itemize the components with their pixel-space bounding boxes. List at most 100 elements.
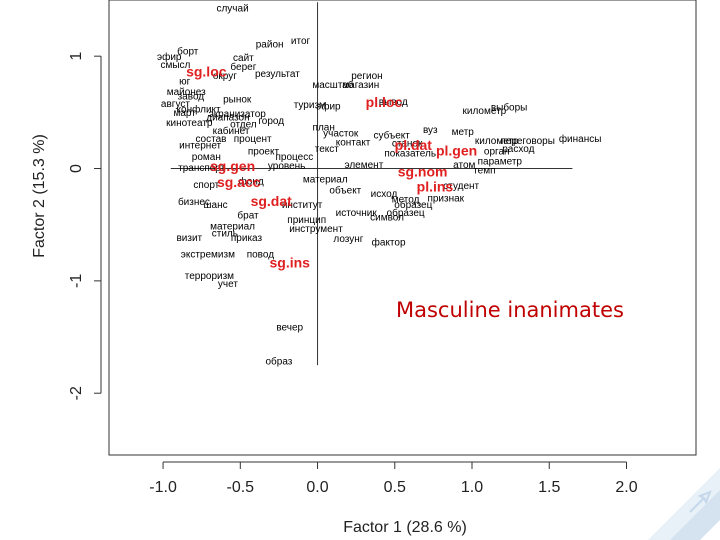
lexeme-point-label: образец xyxy=(394,199,432,211)
y-axis: -2 -1 0 1 xyxy=(68,52,102,400)
lexeme-point-label: процент xyxy=(234,134,272,145)
x-tick-label: 0.0 xyxy=(306,479,328,496)
lexeme-point-label: берег xyxy=(230,61,256,73)
lexeme-point-label: учет xyxy=(218,279,238,290)
lexeme-point-label: завод xyxy=(178,91,205,102)
lexeme-point-label: символ xyxy=(370,213,404,224)
lexeme-point-label: результат xyxy=(255,69,300,80)
lexeme-point-label: текст xyxy=(315,144,340,155)
lexeme-point-label: расход xyxy=(502,144,534,155)
lexeme-point-label: инструмент xyxy=(289,224,343,235)
x-tick-label: 1.5 xyxy=(538,479,560,496)
lexeme-point-label: объект xyxy=(329,185,361,197)
lexeme-point-label: кабинет xyxy=(213,125,250,137)
lexeme-point-label: субъект xyxy=(373,130,410,142)
lexeme-point-label: атом xyxy=(453,160,475,171)
lexeme-point-label: март xyxy=(174,108,197,119)
lexeme-point-label: лозунг xyxy=(333,234,363,245)
lexeme-point-label: элемент xyxy=(344,160,383,171)
lexeme-point-label: экстремизм xyxy=(181,250,235,261)
lexeme-point-label: фонд xyxy=(239,176,264,188)
lexeme-point-label: город xyxy=(258,116,284,127)
lexeme-point-label: вуз xyxy=(423,125,438,136)
lexeme-point-label: участок xyxy=(323,128,359,139)
lexeme-point-label: масштаб xyxy=(312,79,353,91)
lexeme-point-label: стиль xyxy=(212,228,238,239)
lexeme-point-label: метр xyxy=(452,127,475,138)
case-form-point-label: pl.loc xyxy=(366,94,403,110)
y-axis-title: Factor 2 (15.3 %) xyxy=(31,134,48,258)
lexeme-point-label: экранизатор xyxy=(209,109,267,120)
y-tick-label: 0 xyxy=(68,164,85,173)
x-tick-label: -0.5 xyxy=(227,479,255,496)
lexeme-point-label: юг xyxy=(179,77,191,88)
slide-corner-arrows-decoration xyxy=(648,468,720,540)
lexeme-point-label: повод xyxy=(247,250,275,261)
lexeme-point-label: проект xyxy=(248,146,280,157)
callout-masculine-inanimates: Masculine inanimates xyxy=(396,298,624,322)
lexeme-point-label: туризм xyxy=(294,100,326,111)
lexeme-point-label: материал xyxy=(303,174,348,185)
lexeme-point-label: процесс xyxy=(276,152,314,163)
case-form-point-label: sg.ins xyxy=(269,255,310,271)
lexeme-point-label: район xyxy=(256,40,284,51)
lexeme-point-label: вечер xyxy=(276,323,303,334)
lexeme-point-label: роман xyxy=(192,152,221,163)
lexeme-point-label: километр xyxy=(475,136,519,147)
lexeme-point-label: магазин xyxy=(342,80,379,91)
lexeme-point-label: визит xyxy=(176,233,202,244)
lexeme-point-label: отдел xyxy=(230,119,257,130)
lexeme-point-label: август xyxy=(161,99,190,110)
lexeme-point-label: темп xyxy=(473,165,495,176)
lexeme-point-label: интернет xyxy=(179,141,221,152)
lexeme-point-label: институт xyxy=(282,200,323,211)
lexeme-point-label: эфир xyxy=(316,100,341,112)
lexeme-point-label: фактор xyxy=(372,236,406,248)
lexeme-point-label: транспорт xyxy=(178,163,226,174)
lexeme-point-label: итог xyxy=(291,36,311,47)
lexeme-point-label: материал xyxy=(210,222,255,233)
lexeme-point-label: выборы xyxy=(491,101,528,113)
lexeme-point-label: кинотеатр xyxy=(166,118,213,129)
lexeme-point-label: параметр xyxy=(478,156,523,167)
x-tick-label: -1.0 xyxy=(149,479,177,496)
lexeme-point-label: случай xyxy=(216,4,248,15)
lexeme-point-label: исход xyxy=(371,189,398,200)
lexeme-point-label: переговоры xyxy=(500,136,555,147)
lexeme-point-label: план xyxy=(313,123,335,134)
lexeme-point-label: рынок xyxy=(223,95,252,106)
lexeme-point-label: брат xyxy=(237,209,259,221)
x-axis-title: Factor 1 (28.6 %) xyxy=(343,519,467,536)
lexeme-point-label: образ xyxy=(265,355,292,367)
lexeme-point-label: приказ xyxy=(231,233,263,244)
lexeme-point-label: округ xyxy=(213,71,237,82)
case-form-point-label: pl.gen xyxy=(436,142,477,158)
lexeme-point-label: орган xyxy=(484,146,510,157)
lexeme-point-label: образец xyxy=(387,207,425,219)
case-form-point-label: sg.gen xyxy=(210,158,255,174)
lexeme-point-label: терроризм xyxy=(185,271,234,282)
lexeme-point-label: принцип xyxy=(287,215,326,226)
lexeme-point-label: признак xyxy=(427,193,464,204)
lexeme-point-label: контакт xyxy=(336,137,371,148)
lexeme-point-label: уровень xyxy=(268,161,306,172)
y-tick-label: -1 xyxy=(68,274,85,288)
case-form-point-label: sg.acc xyxy=(217,174,261,190)
lexeme-point-label: борт xyxy=(177,45,199,57)
lexeme-point-label: конфликт xyxy=(177,104,221,116)
lexeme-point-label: метод xyxy=(392,195,420,206)
lexeme-point-label: смысл xyxy=(160,60,190,71)
lexeme-point-label: диапазон xyxy=(206,113,249,124)
lexeme-point-label: километр xyxy=(463,106,507,117)
lexeme-point-label: шанс xyxy=(204,200,228,211)
case-form-point-label: pl.dat xyxy=(395,137,433,153)
case-form-point-label: sg.dat xyxy=(251,193,293,209)
lexeme-point-label: источник xyxy=(336,208,378,219)
x-tick-label: 2.0 xyxy=(615,479,637,496)
x-axis: -1.0 -0.5 0.0 0.5 1.0 1.5 2.0 xyxy=(149,461,638,496)
lexeme-point-label: майонез xyxy=(167,87,206,98)
lexeme-point-label: финансы xyxy=(559,133,602,145)
plot-frame xyxy=(108,0,697,456)
